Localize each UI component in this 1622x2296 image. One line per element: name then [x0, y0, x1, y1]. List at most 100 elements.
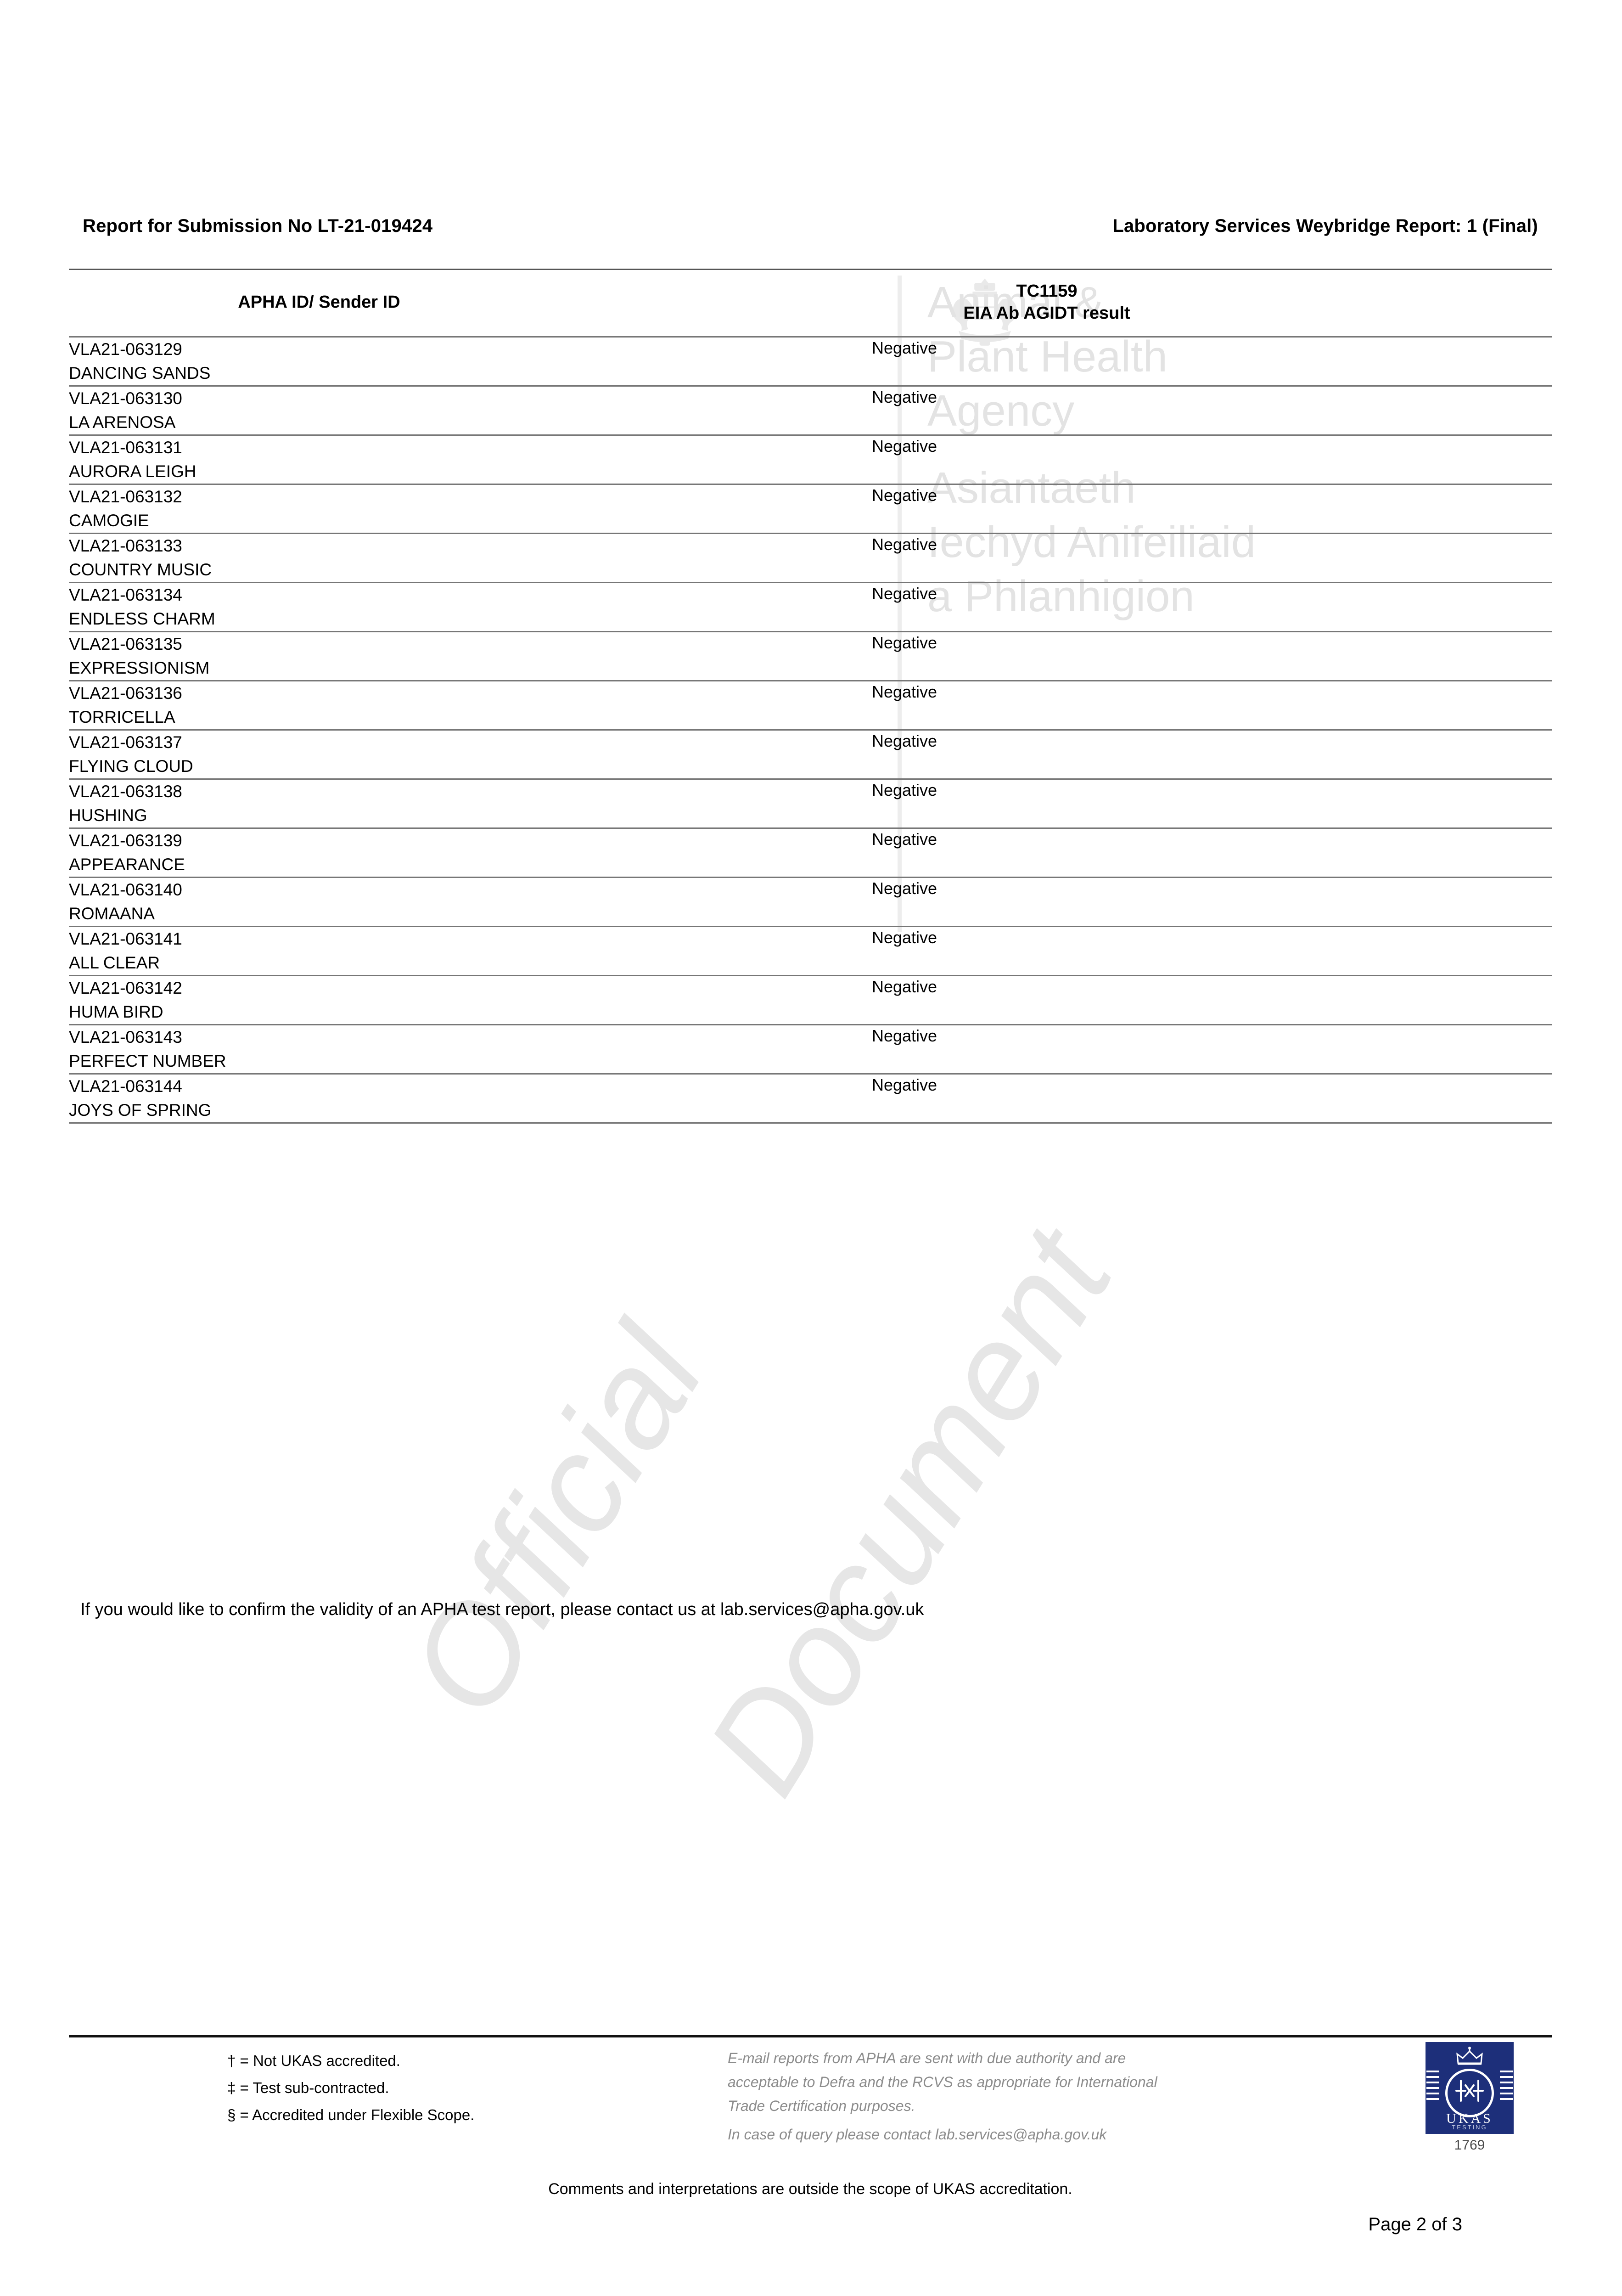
watermark-word-document: Document: [677, 1204, 1140, 1819]
sender-id: AURORA LEIGH: [69, 462, 196, 481]
email-authority-note: E-mail reports from APHA are sent with d…: [728, 2046, 1407, 2146]
row-result-cell: Negative: [399, 877, 1409, 927]
apha-id: VLA21-063133: [69, 536, 182, 555]
sender-id: PERFECT NUMBER: [69, 1052, 226, 1070]
table-row: VLA21-063142 HUMA BIRD Negative: [69, 975, 1552, 1025]
apha-id: VLA21-063138: [69, 782, 182, 801]
row-result-cell: Negative: [399, 1073, 1409, 1122]
sender-id: APPEARANCE: [69, 855, 185, 874]
column-header-result: TC1159 EIA Ab AGIDT result: [542, 270, 1552, 337]
table-row: VLA21-063136 TORRICELLA Negative: [69, 680, 1552, 730]
row-result-cell: Negative: [399, 582, 1409, 632]
sender-id: ENDLESS CHARM: [69, 609, 215, 628]
sender-id: DANCING SANDS: [69, 364, 211, 383]
table-row: VLA21-063141 ALL CLEAR Negative: [69, 926, 1552, 976]
watermark-word-official: Official: [378, 1302, 733, 1741]
ukas-accreditation-number: 1769: [1454, 2138, 1485, 2153]
apha-id: VLA21-063136: [69, 684, 182, 703]
table-bottom-rule: [69, 1122, 1552, 1124]
table-row: VLA21-063140 ROMAANA Negative: [69, 877, 1552, 927]
ukas-logo-box: UKAS TESTING: [1426, 2042, 1514, 2134]
row-result-cell: Negative: [399, 336, 1409, 386]
row-result-cell: Negative: [399, 1024, 1409, 1074]
table-row: VLA21-063143 PERFECT NUMBER Negative: [69, 1024, 1552, 1074]
apha-id: VLA21-063143: [69, 1028, 182, 1047]
row-result-cell: Negative: [399, 680, 1409, 730]
crown-icon: [1456, 2047, 1483, 2065]
sender-id: ALL CLEAR: [69, 953, 160, 972]
row-result-cell: Negative: [399, 385, 1409, 435]
ukas-ticks-right: [1500, 2071, 1513, 2104]
table-row: VLA21-063138 HUSHING Negative: [69, 778, 1552, 828]
submission-number-title: Report for Submission No LT-21-019424: [83, 216, 433, 236]
sender-id: LA ARENOSA: [69, 413, 176, 432]
legend-item-flexible-scope: § = Accredited under Flexible Scope.: [227, 2106, 475, 2123]
apha-id: VLA21-063135: [69, 635, 182, 653]
results-table: APHA ID/ Sender ID TC1159 EIA Ab AGIDT r…: [69, 269, 1552, 1122]
row-result-cell: Negative: [399, 631, 1409, 681]
table-header-row: APHA ID/ Sender ID TC1159 EIA Ab AGIDT r…: [69, 270, 1552, 337]
row-result-cell: Negative: [399, 778, 1409, 828]
apha-id: VLA21-063139: [69, 831, 182, 850]
table-row: VLA21-063134 ENDLESS CHARM Negative: [69, 582, 1552, 632]
ukas-monogram-icon: [1455, 2080, 1484, 2102]
apha-id: VLA21-063134: [69, 585, 182, 604]
row-result-cell: Negative: [399, 975, 1409, 1025]
column-header-apha-id-label: APHA ID/ Sender ID: [238, 293, 400, 312]
sender-id: JOYS OF SPRING: [69, 1101, 212, 1120]
report-footer: † = Not UKAS accredited. ‡ = Test sub-co…: [69, 2039, 1552, 2234]
apha-id: VLA21-063129: [69, 340, 182, 359]
column-header-apha-id: APHA ID/ Sender ID: [69, 270, 542, 337]
table-row: VLA21-063129 DANCING SANDS Negative: [69, 336, 1552, 386]
ukas-scope-comment: Comments and interpretations are outside…: [548, 2180, 1072, 2198]
sender-id: HUMA BIRD: [69, 1002, 163, 1021]
table-row: VLA21-063139 APPEARANCE Negative: [69, 827, 1552, 878]
sender-id: EXPRESSIONISM: [69, 658, 210, 677]
accreditation-legend: † = Not UKAS accredited. ‡ = Test sub-co…: [227, 2047, 474, 2128]
legend-item-not-accredited: † = Not UKAS accredited.: [227, 2052, 400, 2069]
apha-id: VLA21-063142: [69, 979, 182, 997]
row-result-cell: Negative: [399, 926, 1409, 976]
sender-id: CAMOGIE: [69, 511, 149, 530]
ukas-testing-label: TESTING: [1452, 2124, 1487, 2131]
email-note-line-3: Trade Certification purposes.: [728, 2098, 915, 2114]
apha-id: VLA21-063130: [69, 389, 182, 408]
apha-id: VLA21-063132: [69, 487, 182, 506]
row-result-cell: Negative: [399, 434, 1409, 484]
ukas-ticks-left: [1426, 2071, 1439, 2104]
ukas-circle-emblem: [1445, 2069, 1494, 2117]
sender-id: ROMAANA: [69, 904, 155, 923]
row-result-cell: Negative: [399, 729, 1409, 779]
apha-id: VLA21-063144: [69, 1077, 182, 1096]
laboratory-report-title: Laboratory Services Weybridge Report: 1 …: [1112, 216, 1538, 236]
table-row: VLA21-063135 EXPRESSIONISM Negative: [69, 631, 1552, 681]
row-identifier-cell: VLA21-063140 ROMAANA: [69, 877, 542, 927]
sender-id: COUNTRY MUSIC: [69, 560, 212, 579]
column-header-test-name: EIA Ab AGIDT result: [963, 304, 1130, 323]
apha-id: VLA21-063141: [69, 929, 182, 948]
legend-item-sub-contracted: ‡ = Test sub-contracted.: [227, 2079, 389, 2096]
ukas-logo: UKAS TESTING 1769: [1426, 2042, 1514, 2153]
table-row: VLA21-063132 CAMOGIE Negative: [69, 484, 1552, 534]
table-row: VLA21-063133 COUNTRY MUSIC Negative: [69, 533, 1552, 583]
results-table-body: VLA21-063129 DANCING SANDS Negative VLA2…: [69, 336, 1552, 1122]
results-table-head: APHA ID/ Sender ID TC1159 EIA Ab AGIDT r…: [69, 269, 1552, 337]
footer-divider: [69, 2035, 1552, 2037]
table-row: VLA21-063130 LA ARENOSA Negative: [69, 385, 1552, 435]
apha-id: VLA21-063137: [69, 733, 182, 752]
apha-id: VLA21-063140: [69, 880, 182, 899]
page-number: Page 2 of 3: [1368, 2214, 1462, 2234]
ukas-wordmark: UKAS: [1446, 2111, 1493, 2126]
table-row: VLA21-063137 FLYING CLOUD Negative: [69, 729, 1552, 779]
row-result-cell: Negative: [399, 484, 1409, 534]
apha-id: VLA21-063131: [69, 438, 182, 457]
sender-id: FLYING CLOUD: [69, 757, 193, 776]
email-note-line-4: In case of query please contact lab.serv…: [728, 2126, 1107, 2143]
table-row: VLA21-063144 JOYS OF SPRING Negative: [69, 1073, 1552, 1122]
row-result-cell: Negative: [399, 827, 1409, 878]
column-header-test-code: TC1159: [1016, 281, 1078, 301]
email-note-line-2: acceptable to Defra and the RCVS as appr…: [728, 2074, 1157, 2090]
table-row: VLA21-063131 AURORA LEIGH Negative: [69, 434, 1552, 484]
report-header: Report for Submission No LT-21-019424 La…: [83, 216, 1538, 236]
